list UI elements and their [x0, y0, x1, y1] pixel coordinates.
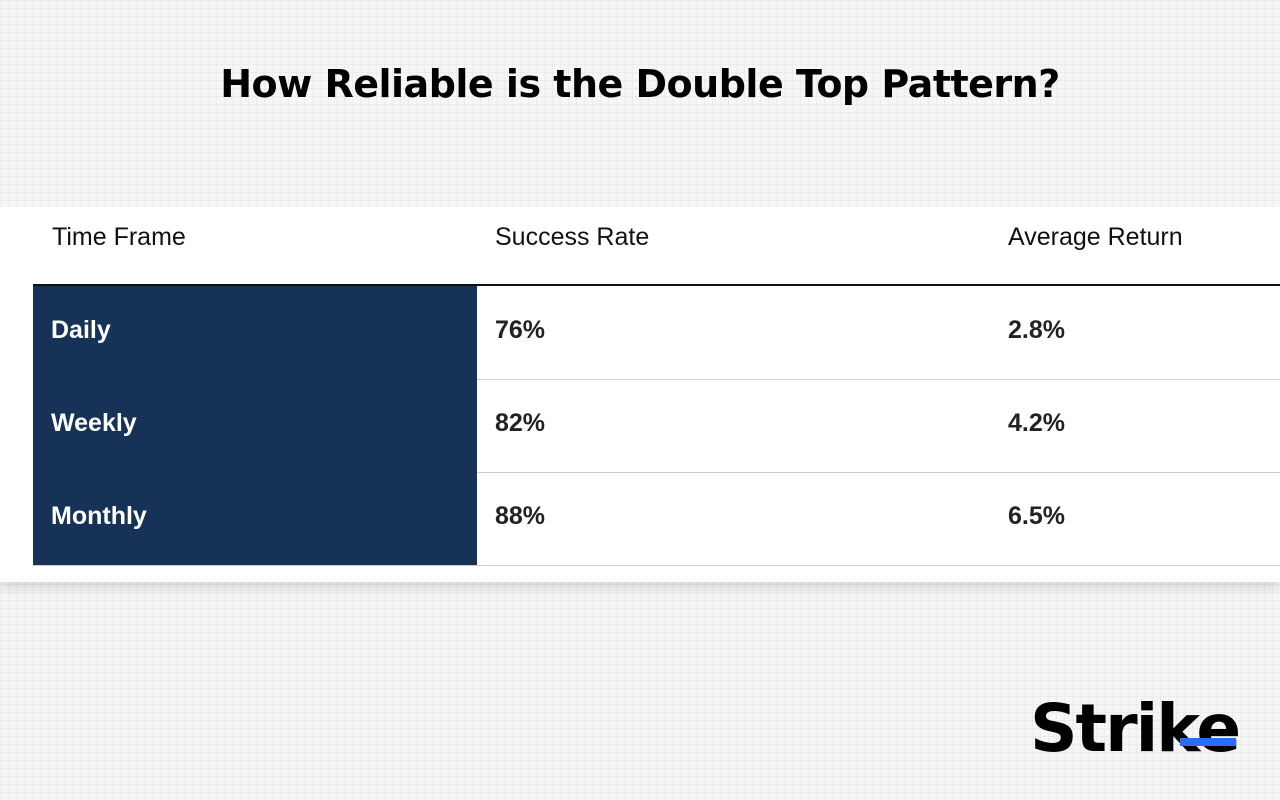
table-row: Weekly 82% 4.2%	[33, 379, 1280, 473]
cell: 4.2%	[1008, 409, 1065, 437]
cell: 82%	[495, 409, 546, 437]
row-label-cell: Monthly	[33, 472, 477, 565]
row-label-cell: Daily	[33, 286, 477, 379]
column-header: Time Frame	[52, 223, 186, 251]
table: Time Frame Success Rate Average Return D…	[0, 207, 1280, 582]
table-row: Daily 76% 2.8%	[33, 286, 1280, 380]
title: How Reliable is the Double Top Pattern?	[220, 62, 1060, 106]
brand-logo: Strike	[1030, 690, 1241, 767]
cell: 76%	[495, 316, 546, 344]
row-label: Monthly	[51, 502, 147, 530]
column-header: Success Rate	[495, 223, 650, 251]
logo-accent	[1180, 738, 1236, 746]
header-rule	[33, 284, 1280, 286]
column-header: Average Return	[1008, 223, 1183, 251]
cell: 2.8%	[1008, 316, 1065, 344]
cell: 88%	[495, 502, 546, 530]
cell: 6.5%	[1008, 502, 1065, 530]
row-label: Weekly	[51, 409, 137, 437]
row-label-cell: Weekly	[33, 379, 477, 472]
table-row: Monthly 88% 6.5%	[33, 472, 1280, 566]
row-label: Daily	[51, 316, 111, 344]
